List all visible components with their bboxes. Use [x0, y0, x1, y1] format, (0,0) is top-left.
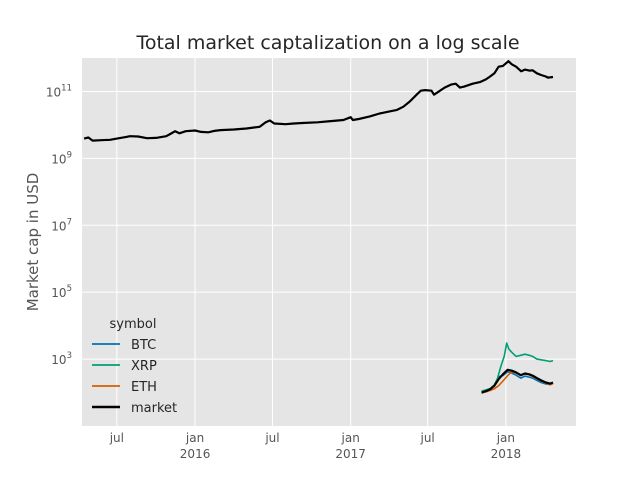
y-tick-exponent: 11: [61, 83, 72, 93]
x-tick-year-label: 2018: [491, 447, 522, 461]
y-tick-exponent: 5: [67, 284, 72, 294]
grid: [82, 58, 576, 426]
x-tick-year-label: 2016: [180, 447, 211, 461]
y-axis-label: Market cap in USD: [24, 173, 42, 312]
y-tick-exponent: 7: [67, 217, 72, 227]
y-tick-label: 103: [51, 351, 72, 367]
y-tick-label: 105: [51, 284, 72, 300]
x-tick-year-label: 2017: [335, 447, 366, 461]
y-tick-exponent: 3: [67, 351, 72, 361]
y-tick-base: 10: [51, 286, 66, 300]
chart-title: Total market captalization on a log scal…: [135, 32, 519, 54]
y-tick-base: 10: [51, 353, 66, 367]
legend: symbol BTC XRP ETH market: [92, 317, 177, 416]
x-tick-labels: jul jan 2016 jul jan 2017 jul jan 2018: [109, 431, 521, 461]
x-tick-label: jul: [109, 431, 124, 445]
legend-label: ETH: [131, 380, 157, 395]
y-tick-label: 1011: [46, 83, 72, 99]
y-tick-base: 10: [51, 219, 66, 233]
x-tick-label: jan: [341, 431, 360, 445]
x-tick-label: jan: [496, 431, 515, 445]
series-line-market: [481, 368, 554, 394]
x-tick-label: jul: [419, 431, 434, 445]
legend-label: BTC: [131, 338, 156, 353]
y-tick-base: 10: [46, 85, 61, 99]
y-tick-base: 10: [51, 152, 66, 166]
legend-title: symbol: [110, 317, 157, 332]
y-tick-label: 109: [51, 150, 72, 166]
y-tick-exponent: 9: [67, 150, 72, 160]
plot-area: [82, 58, 576, 426]
x-tick-label: jul: [264, 431, 279, 445]
series-line-market: [83, 60, 554, 142]
legend-label: XRP: [131, 359, 157, 374]
x-tick-label: jan: [185, 431, 204, 445]
y-tick-label: 107: [51, 217, 72, 233]
legend-label: market: [131, 401, 177, 416]
series-layer: [83, 60, 554, 395]
